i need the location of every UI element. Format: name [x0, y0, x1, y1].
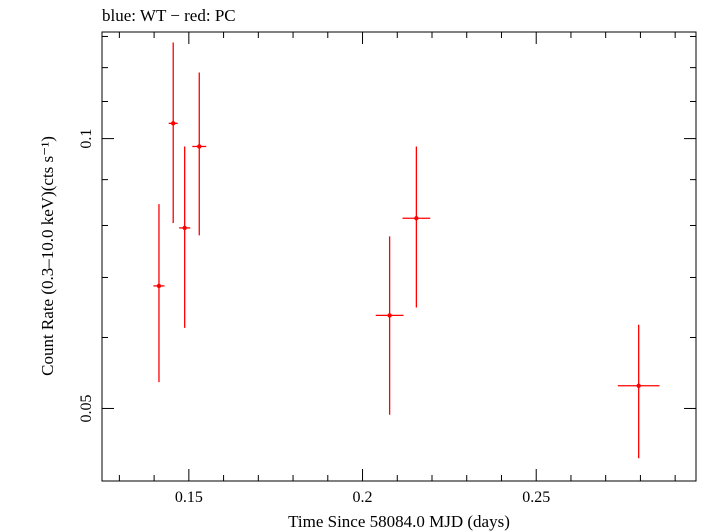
y-axis-ticks: 0.05 0.1 [78, 35, 696, 422]
point-marker [197, 144, 202, 149]
data-point [375, 236, 404, 415]
x-axis-ticks: 0.15 0.2 0.25 [118, 32, 676, 506]
plot-frame [101, 31, 697, 482]
chart-title: blue: WT − red: PC [102, 6, 236, 25]
point-marker [171, 121, 176, 126]
point-marker [387, 313, 392, 318]
y-tick-label: 0.1 [78, 129, 95, 149]
data-point [153, 204, 165, 383]
x-tick-label: 0.2 [353, 489, 373, 506]
x-tick-label: 0.15 [175, 489, 203, 506]
data-point [192, 72, 207, 236]
point-marker [156, 283, 162, 289]
data-point [617, 324, 660, 459]
point-marker [182, 225, 187, 231]
data-points [153, 42, 660, 459]
point-marker [414, 216, 419, 221]
x-tick-label: 0.25 [522, 489, 550, 506]
data-point [168, 42, 178, 224]
y-axis-label: Count Rate (0.3–10.0 keV)(cts s⁻¹) [38, 136, 57, 376]
point-marker [636, 383, 641, 388]
data-point [402, 146, 431, 308]
data-point [179, 146, 191, 328]
x-axis-label: Time Since 58084.0 MJD (days) [288, 512, 510, 531]
y-tick-label: 0.05 [78, 394, 95, 422]
